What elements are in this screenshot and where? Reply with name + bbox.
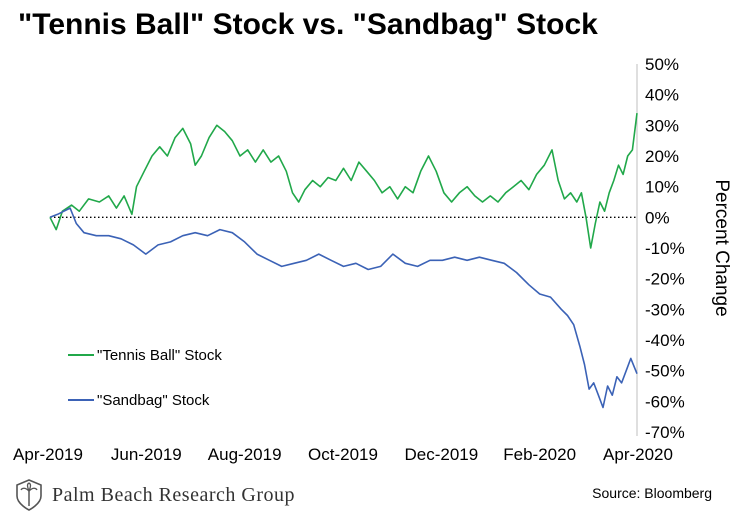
y-tick-label: -40% (645, 331, 685, 350)
palm-tree-logo-icon (16, 479, 42, 511)
brand-name: Palm Beach Research Group (52, 484, 295, 506)
y-axis-ticks: 50% 40% 30% 20% 10% 0% -10% -20% -30% -40% -50% -60… (645, 55, 685, 442)
y-tick-label: -30% (645, 300, 685, 319)
x-tick-label: Oct-2019 (308, 445, 378, 464)
series-line-sandbag (49, 207, 638, 409)
line-chart: 50% 40% 30% 20% 10% 0% -10% -20% -30% -40% -50% -60… (13, 55, 732, 464)
x-tick-label: Feb-2020 (503, 445, 576, 464)
y-tick-label: 40% (645, 86, 679, 105)
footer: Palm Beach Research Group Source: Bloomb… (0, 474, 750, 521)
x-axis-ticks: Apr-2019 Jun-2019 Aug-2019 Oct-2019 Dec-2019… (13, 445, 673, 464)
source-note: Source: Bloomberg (592, 485, 712, 501)
y-tick-label: 0% (645, 208, 670, 227)
series-line-tennis-ball (49, 113, 638, 249)
y-tick-label: 50% (645, 55, 679, 74)
y-tick-label: 10% (645, 178, 679, 197)
x-tick-label: Apr-2019 (13, 445, 83, 464)
y-axis-label: Percent Change (711, 179, 732, 316)
x-tick-label: Dec-2019 (404, 445, 478, 464)
y-tick-label: 20% (645, 147, 679, 166)
x-tick-label: Jun-2019 (111, 445, 182, 464)
series-lines (49, 113, 638, 409)
legend-label: "Tennis Ball" Stock (97, 347, 222, 364)
chart-title: "Tennis Ball" Stock vs. "Sandbag" Stock (18, 8, 598, 41)
y-tick-label: -10% (645, 239, 685, 258)
y-tick-label: -70% (645, 423, 685, 442)
legend: "Tennis Ball" Stock "Sandbag" Stock (68, 347, 222, 409)
x-tick-label: Apr-2020 (603, 445, 673, 464)
x-tick-label: Aug-2019 (208, 445, 282, 464)
y-tick-label: 30% (645, 116, 679, 135)
legend-label: "Sandbag" Stock (97, 392, 210, 409)
y-tick-label: -60% (645, 392, 685, 411)
y-tick-label: -50% (645, 362, 685, 381)
y-tick-label: -20% (645, 270, 685, 289)
